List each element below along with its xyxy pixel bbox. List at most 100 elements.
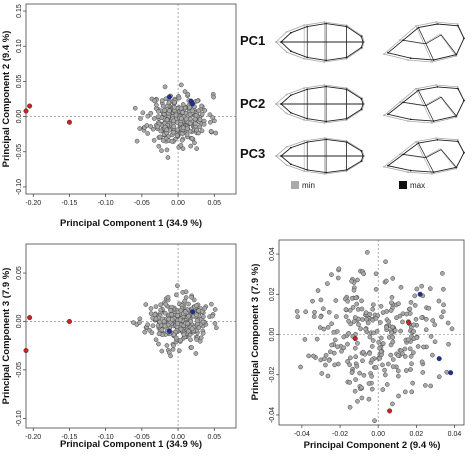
data-point [180, 146, 186, 151]
data-point [186, 313, 191, 319]
data-point [153, 337, 159, 342]
data-point [369, 386, 375, 392]
data-point [158, 307, 164, 313]
data-point [439, 314, 444, 320]
data-point [197, 124, 203, 130]
data-point [142, 329, 148, 335]
data-point [361, 271, 366, 277]
data-point [388, 308, 394, 313]
data-point [323, 362, 328, 368]
data-point [366, 381, 372, 386]
skull-lateral-wireframe [386, 138, 465, 174]
data-point [423, 316, 429, 322]
data-point [347, 404, 353, 410]
data-point [153, 304, 159, 309]
data-point [378, 349, 384, 354]
data-point [189, 326, 195, 332]
y-axis-title: Principal Component 3 (7.9 %) [1, 268, 12, 405]
data-point [339, 348, 344, 354]
data-point [148, 306, 154, 311]
y-tick-label: 0.15 [16, 4, 23, 18]
data-point [390, 339, 396, 345]
data-point [210, 313, 215, 319]
legend-max-label: max [410, 181, 425, 190]
y-tick-label: -0.10 [16, 410, 23, 426]
data-point [380, 341, 386, 346]
data-point [409, 389, 415, 395]
x-tick-label: -0.20 [25, 200, 41, 207]
data-point [176, 95, 182, 101]
data-point [209, 301, 214, 307]
data-point [180, 110, 185, 115]
x-tick-label: 0.05 [207, 434, 221, 441]
data-point [428, 383, 434, 389]
data-point [311, 353, 316, 359]
data-point [395, 353, 401, 358]
data-point [352, 345, 358, 351]
data-point [194, 318, 200, 324]
data-point [347, 362, 352, 368]
data-point [185, 91, 191, 97]
data-point [174, 127, 180, 133]
data-point [295, 314, 301, 320]
x-tick-label: -0.05 [134, 200, 150, 207]
data-point [395, 373, 401, 379]
x-tick-label: -0.15 [61, 434, 77, 441]
data-point [382, 367, 387, 373]
data-point [371, 302, 376, 308]
data-point [372, 418, 377, 424]
plot-frame [25, 3, 237, 195]
data-point [420, 370, 426, 375]
data-point [179, 137, 185, 143]
data-point [331, 329, 337, 335]
x-axis-title: Principal Component 1 (34.9 %) [60, 218, 202, 229]
data-point [200, 319, 206, 325]
data-point [184, 126, 190, 132]
data-point [185, 321, 190, 326]
data-point [155, 124, 161, 130]
y-tick-label: -0.04 [269, 407, 276, 423]
data-point [178, 116, 184, 121]
data-point [303, 309, 308, 315]
data-point [335, 344, 340, 350]
data-point [400, 351, 405, 357]
highlight-point-red [406, 319, 412, 325]
data-point [145, 113, 151, 119]
data-point [200, 331, 206, 336]
skull-dorsal-wireframe [280, 22, 364, 62]
data-point [211, 94, 216, 100]
data-point [182, 298, 188, 304]
data-point [162, 310, 168, 316]
highlight-point-blue [166, 328, 172, 334]
data-point [383, 259, 388, 265]
highlight-point-red [352, 336, 358, 342]
scatter-pc1-vs-pc3: -0.20 -0.15 -0.10 -0.05 0.00 0.05 -0.10 -0.05 0.… [1, 243, 237, 450]
data-point [151, 138, 157, 143]
data-point [423, 327, 429, 333]
data-point [194, 127, 199, 133]
data-point [170, 347, 176, 352]
data-point [413, 316, 419, 322]
data-point [390, 276, 396, 281]
data-point [148, 124, 153, 129]
data-point [173, 335, 179, 341]
skull-lateral-wireframe [383, 21, 465, 63]
data-point [159, 148, 164, 153]
highlight-point-blue [190, 101, 196, 107]
data-point [137, 320, 142, 325]
data-point [402, 346, 408, 352]
data-point [189, 345, 194, 350]
legend-min-label: min [302, 181, 315, 190]
data-point [164, 127, 169, 133]
data-point [427, 286, 433, 291]
data-point [159, 348, 165, 354]
data-point [156, 341, 161, 347]
data-point [151, 116, 157, 121]
data-point [183, 116, 189, 122]
data-point [384, 324, 389, 330]
data-point [370, 306, 376, 312]
x-tick-label: -0.10 [98, 200, 114, 207]
data-point [421, 344, 426, 350]
data-point [159, 98, 165, 103]
x-tick-label: -0.20 [25, 434, 41, 441]
